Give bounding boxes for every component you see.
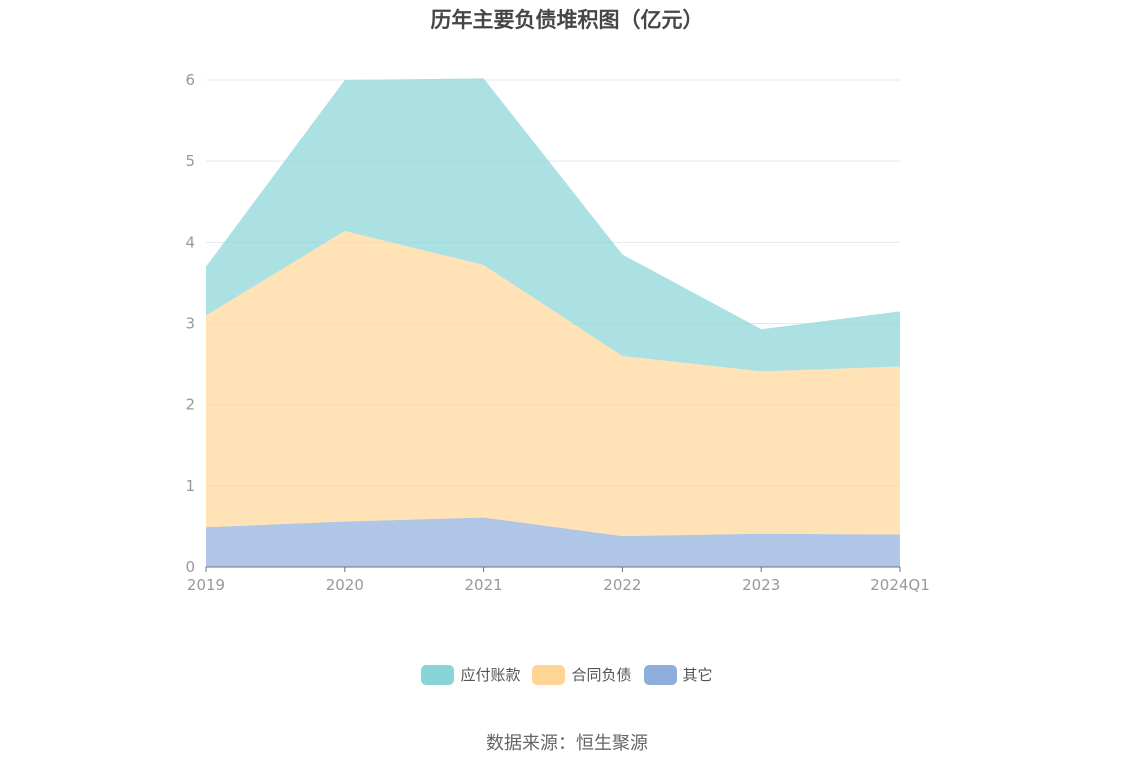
- data-source: 数据来源：恒生聚源: [486, 733, 648, 754]
- chart-title: 历年主要负债堆积图（亿元）: [430, 8, 704, 32]
- x-tick-label: 2022: [603, 576, 641, 594]
- legend-swatch: [532, 664, 566, 685]
- y-tick-label: 5: [185, 152, 195, 170]
- legend-item-other[interactable]: 其它: [643, 664, 713, 685]
- legend-swatch: [421, 664, 455, 685]
- area-series: [206, 230, 900, 537]
- y-tick-label: 3: [185, 315, 195, 333]
- x-tick-label: 2024Q1: [870, 576, 930, 594]
- area-series: [206, 78, 900, 372]
- chart-legend: 应付账款 合同负债 其它: [0, 664, 1134, 685]
- y-tick-label: 1: [185, 477, 195, 495]
- legend-item-contract-liabilities[interactable]: 合同负债: [532, 664, 632, 685]
- x-tick-label: 2019: [187, 576, 225, 594]
- y-tick-label: 6: [185, 71, 195, 89]
- x-tick-label: 2021: [465, 576, 503, 594]
- legend-swatch: [643, 664, 677, 685]
- area-series: [206, 517, 900, 567]
- legend-item-accounts-payable[interactable]: 应付账款: [421, 664, 520, 685]
- y-tick-label: 2: [185, 396, 195, 414]
- y-tick-label: 0: [185, 558, 195, 576]
- x-tick-label: 2023: [742, 576, 780, 594]
- legend-label: 应付账款: [460, 666, 521, 684]
- x-tick-label: 2020: [326, 576, 364, 594]
- legend-label: 其它: [682, 666, 713, 684]
- legend-label: 合同负债: [571, 666, 632, 684]
- y-tick-label: 4: [185, 233, 195, 251]
